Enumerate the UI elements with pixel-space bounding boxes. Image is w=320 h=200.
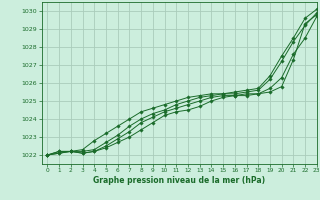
X-axis label: Graphe pression niveau de la mer (hPa): Graphe pression niveau de la mer (hPa) [93, 176, 265, 185]
